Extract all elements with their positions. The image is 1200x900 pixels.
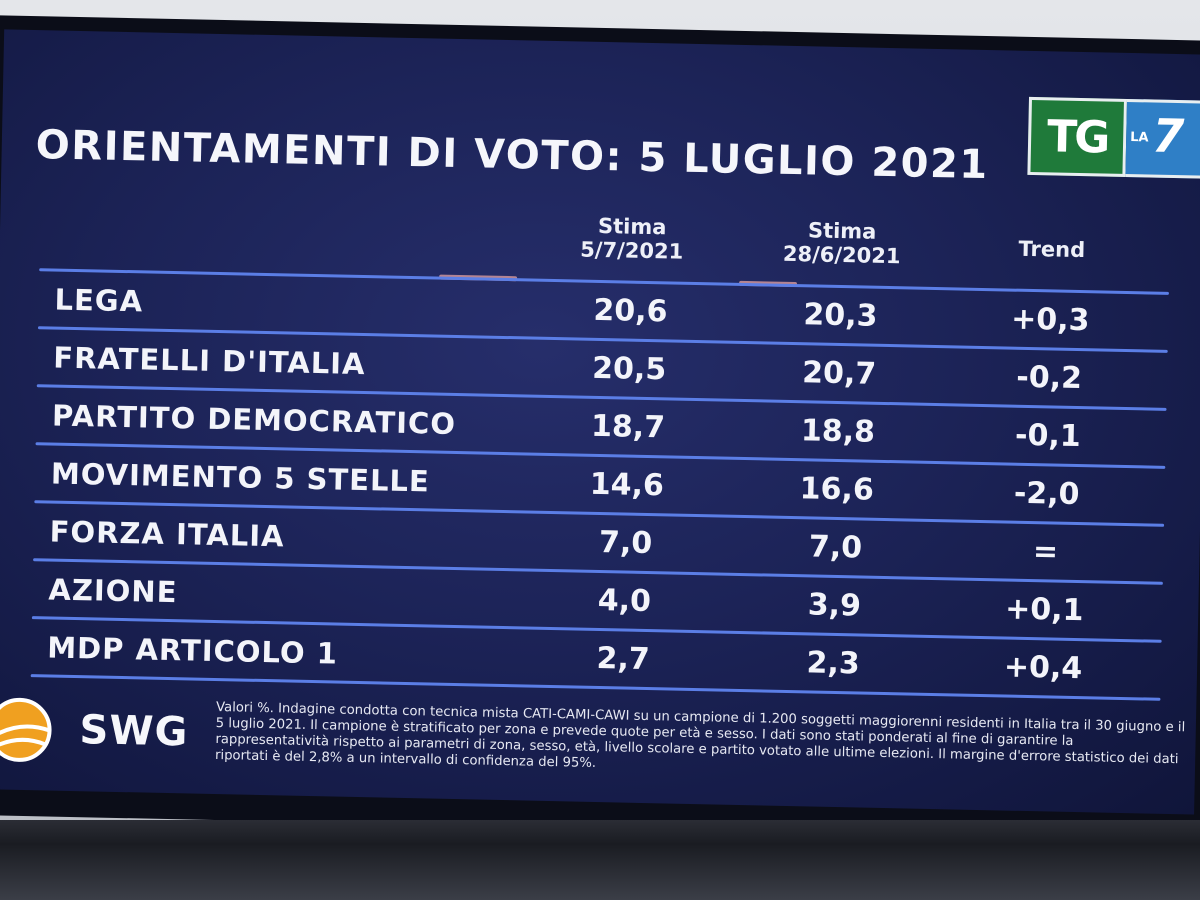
swg-brand: SWG xyxy=(79,707,189,756)
value-stima-5-7: 4,0 xyxy=(597,582,652,620)
value-stima-5-7: 20,5 xyxy=(591,350,667,388)
logo-seven-text: 7 xyxy=(1151,108,1185,164)
value-stima-28-6: 16,6 xyxy=(799,471,875,508)
value-trend: +0,3 xyxy=(1010,301,1090,339)
value-trend: +0,4 xyxy=(1003,649,1083,687)
value-stima-28-6: 20,3 xyxy=(803,297,878,334)
value-stima-28-6: 3,9 xyxy=(807,587,862,624)
value-trend: = xyxy=(1032,534,1059,570)
column-header-line1: Stima xyxy=(807,218,877,244)
party-name: FORZA ITALIA xyxy=(49,514,285,554)
value-trend: -0,1 xyxy=(1014,417,1082,455)
swg-logo-icon xyxy=(0,697,52,762)
methodology-note: Valori %. Indagine condotta con tecnica … xyxy=(214,700,1186,771)
party-name: LEGA xyxy=(54,282,144,319)
column-header-trend: Trend xyxy=(982,236,1122,263)
value-stima-5-7: 18,7 xyxy=(590,408,666,446)
value-trend: +0,1 xyxy=(1004,591,1084,629)
value-trend: -2,0 xyxy=(1013,475,1080,513)
tv-frame: ORIENTAMENTI DI VOTO: 5 LUGLIO 2021 TG L… xyxy=(0,15,1200,841)
value-trend: -0,2 xyxy=(1015,359,1083,397)
column-header-line2: 28/6/2021 xyxy=(782,241,901,269)
party-name: FRATELLI D'ITALIA xyxy=(52,340,366,382)
value-stima-5-7: 7,0 xyxy=(598,525,653,562)
value-stima-28-6: 7,0 xyxy=(808,529,863,566)
logo-la7: LA 7 xyxy=(1125,98,1200,179)
page-title: ORIENTAMENTI DI VOTO: 5 LUGLIO 2021 xyxy=(35,122,990,189)
tv-screen: ORIENTAMENTI DI VOTO: 5 LUGLIO 2021 TG L… xyxy=(0,29,1200,815)
logo-la-text: LA xyxy=(1130,130,1149,146)
column-header-stima-5-7: Stima 5/7/2021 xyxy=(561,213,702,264)
value-stima-5-7: 2,7 xyxy=(596,640,651,678)
party-name: MOVIMENTO 5 STELLE xyxy=(50,456,431,499)
column-header-line1: Stima xyxy=(597,213,667,240)
value-stima-28-6: 18,8 xyxy=(800,413,876,450)
party-name: MDP ARTICOLO 1 xyxy=(46,630,339,671)
column-header-line1: Trend xyxy=(1018,236,1086,263)
header-separator xyxy=(39,268,1169,295)
party-name: PARTITO DEMOCRATICO xyxy=(51,398,457,441)
column-header-stima-28-6: Stima 28/6/2021 xyxy=(761,217,922,268)
value-stima-5-7: 14,6 xyxy=(589,466,665,504)
column-header-line2: 5/7/2021 xyxy=(579,237,684,264)
tv-stand-area xyxy=(0,820,1200,900)
tg-la7-logo: TG LA 7 xyxy=(1027,96,1200,179)
value-stima-28-6: 2,3 xyxy=(806,645,861,682)
value-stima-28-6: 20,7 xyxy=(801,355,877,392)
logo-tg: TG xyxy=(1027,96,1128,177)
value-stima-5-7: 20,6 xyxy=(593,292,668,330)
party-name: AZIONE xyxy=(48,572,178,610)
